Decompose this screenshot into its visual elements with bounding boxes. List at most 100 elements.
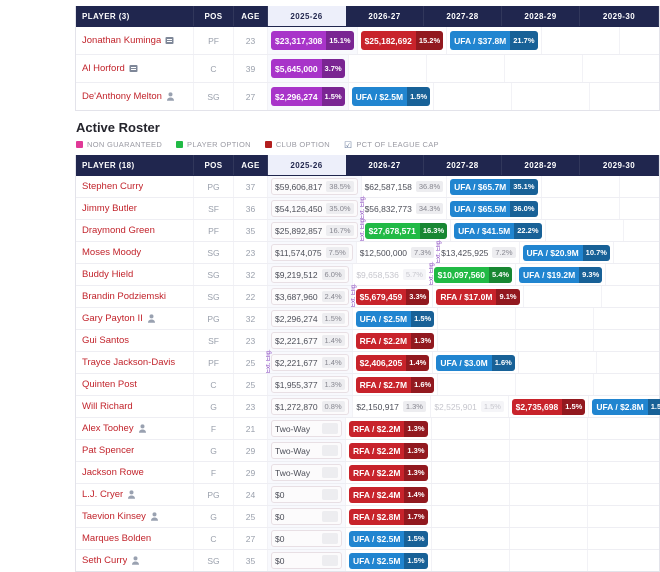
age-cell: 23 [234, 396, 268, 417]
salary-value: $11,574,075 [275, 247, 322, 258]
player-link[interactable]: Quinten Post [82, 379, 137, 390]
chip-label: $25,182,692 [364, 35, 412, 46]
player-link[interactable]: Alex Toohey [82, 423, 134, 434]
salary-cell: $2,406,205 1.4% [353, 352, 434, 373]
chip-pct-badge: 16.3% [419, 222, 448, 239]
cap-pct-badge [322, 533, 338, 544]
salary-cell [438, 330, 517, 351]
legend-label: PCT OF LEAGUE CAP [356, 140, 439, 149]
pos-value: G [210, 401, 217, 412]
chip-pct-badge: 3.3% [406, 288, 430, 305]
age-value: 25 [245, 357, 256, 368]
player-link[interactable]: Moses Moody [82, 247, 142, 258]
age-cell: 23 [234, 27, 268, 54]
pos-cell: SF [194, 330, 234, 351]
chip-label: UFA / $20.9M [526, 247, 579, 258]
age-value: 32 [245, 313, 256, 324]
salary-chip-blue: UFA / $3.0M 1.6% [436, 354, 515, 371]
current-salary-box: $3,687,960 2.4% [271, 288, 349, 305]
player-cell: Buddy Hield [76, 264, 194, 285]
player-link[interactable]: Trayce Jackson-Davis [82, 357, 176, 368]
player-cell: Jimmy Butler [76, 198, 194, 219]
current-salary-box: $0 [271, 486, 342, 503]
salary-cell [516, 330, 595, 351]
player-link[interactable]: Gui Santos [82, 335, 129, 346]
salary-chip-red: RFA / $2.2M 1.3% [349, 464, 428, 481]
player-link[interactable]: Buddy Hield [82, 269, 134, 280]
chip-pct-badge: 3.7% [321, 59, 345, 78]
chip-label: $2,735,698 [515, 401, 559, 412]
player-link[interactable]: Marques Bolden [82, 533, 152, 544]
player-link[interactable]: Stephen Curry [82, 181, 144, 192]
contract-icon [129, 65, 138, 72]
player-link[interactable]: Jackson Rowe [82, 467, 144, 478]
age-cell: 29 [234, 462, 268, 483]
player-link[interactable]: Seth Curry [82, 555, 128, 566]
column-header-year: 2026-27 [346, 155, 424, 175]
salary-chip-red: RFA / $2.2M 1.3% [349, 420, 428, 437]
chip-label: UFA / $41.5M [458, 225, 511, 236]
salary-cell: $2,525,901 1.5% [431, 396, 509, 417]
salary-cell: UFA / $2.5M 1.5% [349, 83, 435, 110]
player-link[interactable]: Will Richard [82, 401, 133, 412]
pos-value: SF [208, 203, 219, 214]
current-salary-box: $11,574,075 7.5% [271, 244, 353, 261]
salary-cell [588, 462, 659, 483]
player-link[interactable]: Taevion Kinsey [82, 511, 146, 522]
legend-item[interactable]: ☑ PCT OF LEAGUE CAP [344, 140, 439, 149]
salary-cell: UFA / $41.5M 22.2% [451, 220, 546, 241]
chip-pct-badge: 9.3% [579, 266, 603, 283]
person-icon-wrap [147, 314, 156, 323]
age-cell: 32 [234, 264, 268, 285]
pos-value: F [210, 423, 217, 434]
person-icon-wrap [138, 424, 147, 433]
salary-cell: $25,182,692 15.2% [358, 27, 448, 54]
age-value: 37 [245, 181, 256, 192]
salary-cell [588, 528, 659, 549]
player-link[interactable]: Jonathan Kuminga [82, 35, 162, 46]
player-link[interactable]: Al Horford [82, 63, 125, 74]
cap-pct-badge: 35.0% [326, 203, 354, 214]
salary-cell: Ext. Elig. $56,832,773 34.3% [360, 195, 448, 219]
active-roster-table: PLAYER (18) POS AGE 2025-26 2026-27 2027-28 20… [75, 155, 660, 572]
current-salary-box: $9,219,512 6.0% [271, 266, 349, 283]
current-salary-box: Two-Way [271, 464, 342, 481]
pos-value: C [210, 379, 217, 390]
player-link[interactable]: Jimmy Butler [82, 203, 137, 214]
chip-pct-badge: 1.3% [404, 464, 428, 481]
salary-cell [594, 308, 659, 329]
column-header-pos: POS [194, 6, 234, 26]
salary-cell [524, 286, 602, 307]
extension-eligible-label: Ext. Elig. [436, 239, 443, 263]
age-cell: 27 [234, 83, 268, 110]
salary-cell [432, 462, 510, 483]
player-link[interactable]: L.J. Cryer [82, 489, 124, 500]
player-link[interactable]: Draymond Green [82, 225, 155, 236]
salary-cell: UFA / $3.0M 1.6% [433, 352, 519, 373]
pos-value: PF [208, 357, 219, 368]
pos-value: SG [207, 291, 220, 302]
salary-cell [432, 484, 510, 505]
age-cell: 21 [234, 418, 268, 439]
salary-cell: RFA / $17.0M 9.1% [433, 286, 524, 307]
salary-value: Two-Way [275, 467, 311, 478]
salary-value: $9,219,512 [275, 269, 318, 280]
person-icon [128, 490, 136, 499]
player-link[interactable]: De'Anthony Melton [82, 91, 162, 102]
player-link[interactable]: Gary Payton II [82, 313, 143, 324]
salary-cell [588, 550, 659, 571]
table-row: Brandin Podziemski SG 22 $3,687,960 2.4% Ext.… [76, 283, 659, 308]
extension-eligible-label: Ext. Elig. [359, 217, 366, 241]
chip-pct-badge: 10.7% [582, 244, 610, 261]
pos-cell: SG [194, 550, 234, 571]
salary-cell [588, 484, 659, 505]
salary-cell: Two-Way [268, 440, 346, 461]
cap-pct-badge [322, 511, 338, 522]
legend-label: NON GUARANTEED [87, 140, 163, 149]
column-header-year: 2025-26 [268, 6, 346, 26]
age-value: 23 [245, 35, 256, 46]
player-cell: De'Anthony Melton [76, 83, 194, 110]
cap-pct-badge: 16.7% [326, 225, 354, 236]
player-link[interactable]: Pat Spencer [82, 445, 135, 456]
player-link[interactable]: Brandin Podziemski [82, 291, 166, 302]
